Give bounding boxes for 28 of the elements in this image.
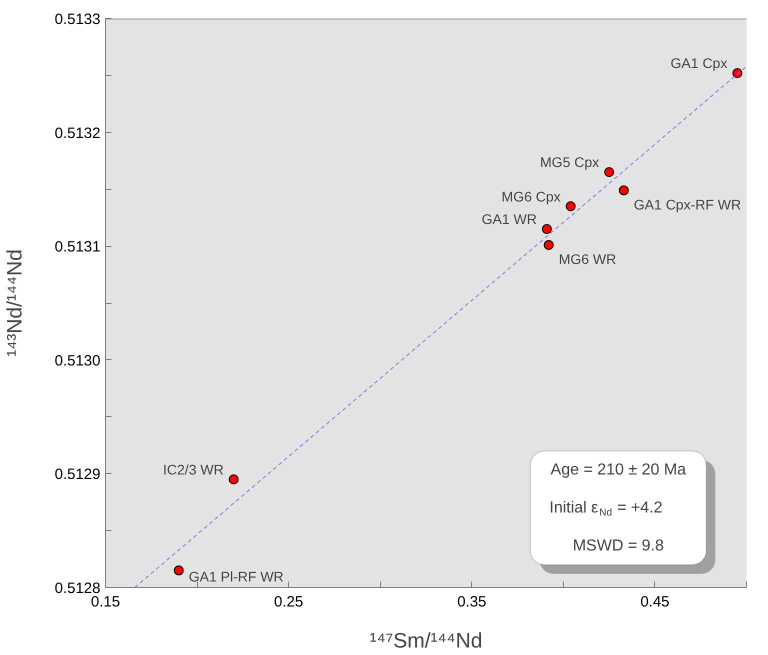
point	[618, 185, 629, 196]
point	[174, 565, 184, 576]
annotation: GA1 WR	[482, 211, 537, 228]
x-tick-label: 0.35	[457, 594, 486, 610]
annotation: GA1 Cpx-RF WR	[634, 196, 742, 212]
y-tick-label: 0.5131	[54, 238, 101, 256]
x-tick-label: 0.45	[640, 594, 670, 610]
point	[604, 167, 614, 178]
y-tick-label: 0.5129	[54, 466, 101, 484]
annotation: IC2/3 WR	[163, 461, 224, 478]
y-tick-label: 0.5130	[54, 352, 101, 370]
x-tick-label: 0.25	[274, 594, 304, 610]
annotation: MG5 Cpx	[540, 154, 600, 170]
annotation: MSWD = 9.8	[572, 537, 664, 554]
annotation: MG6 WR	[558, 250, 616, 267]
x-axis-title: ¹⁴⁷Sm/¹⁴⁴Nd	[370, 630, 482, 652]
y-tick-label: 0.5132	[54, 124, 101, 142]
point	[566, 201, 576, 212]
y-tick-label: 0.5133	[54, 11, 101, 28]
annotation: GA1 Pl-RF WR	[188, 568, 284, 585]
point	[732, 68, 742, 78]
point	[544, 240, 554, 250]
point	[228, 474, 239, 484]
annotation: Age = 210 ± 20 Ma	[550, 461, 686, 478]
y-axis-title: ¹⁴³Nd/¹⁴⁴Nd	[4, 249, 27, 357]
point	[542, 224, 552, 234]
annotation: MG6 Cpx	[502, 188, 561, 204]
annotation: GA1 Cpx	[670, 55, 728, 72]
